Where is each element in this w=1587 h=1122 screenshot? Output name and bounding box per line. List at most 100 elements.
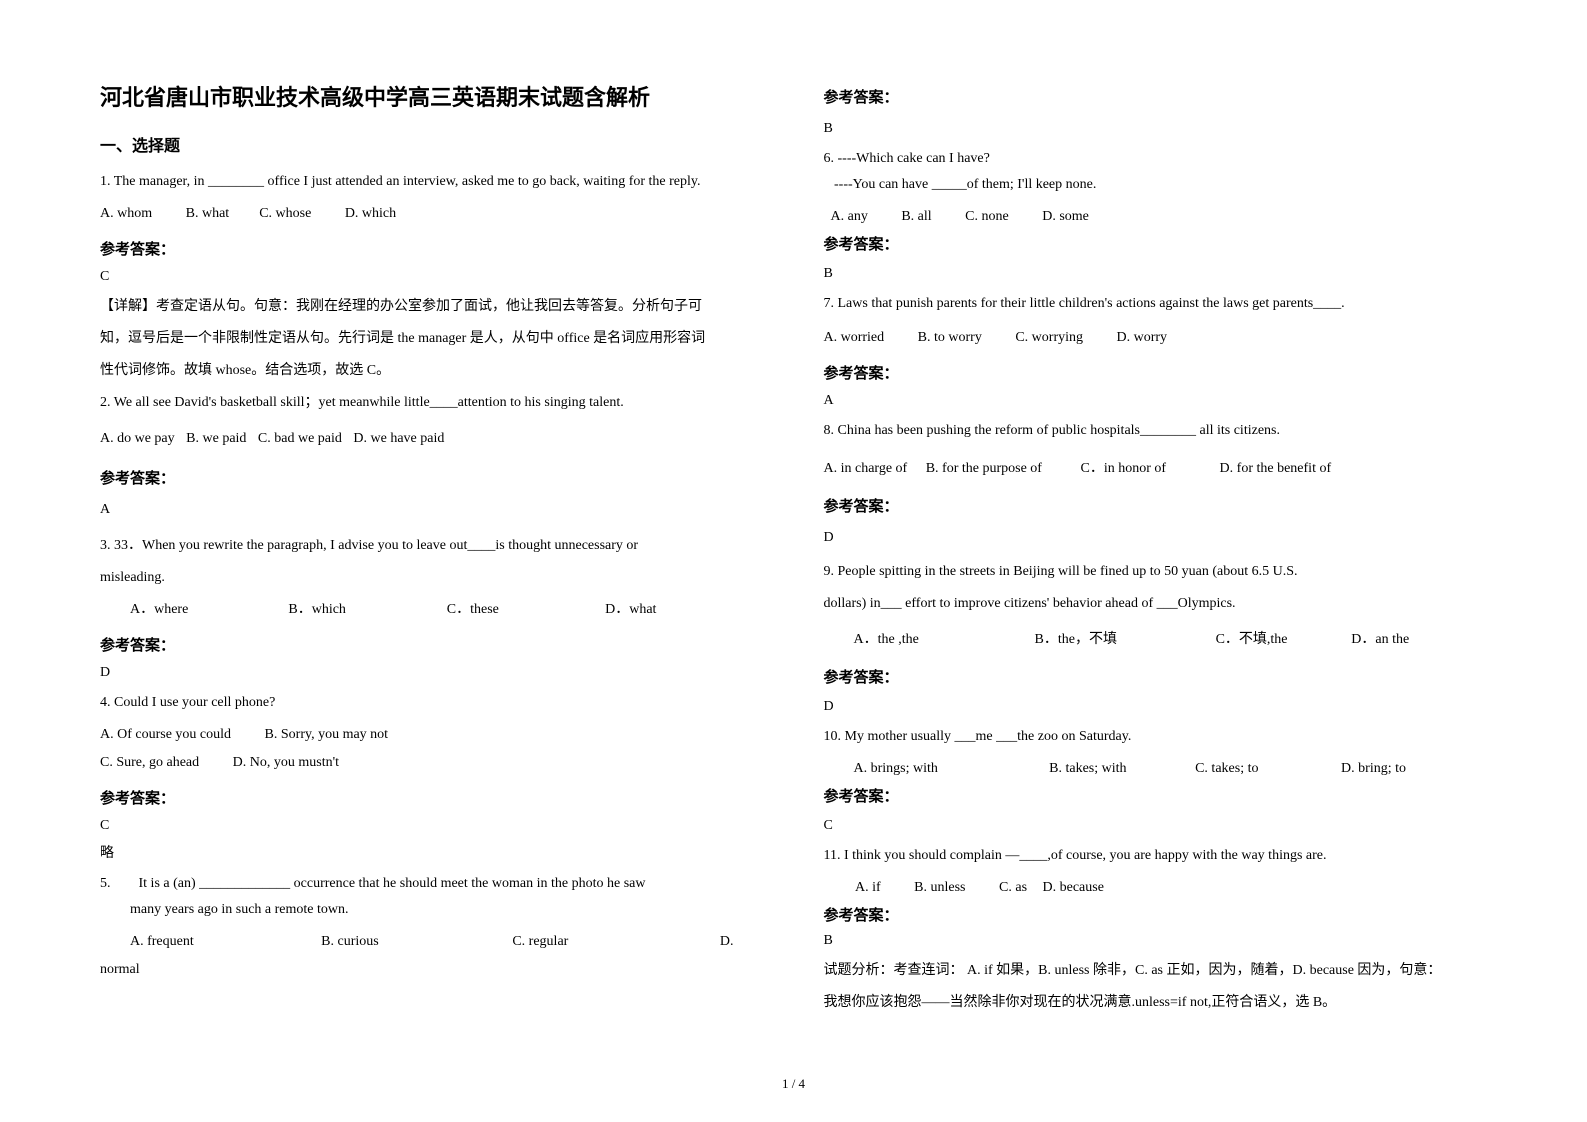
q6-options: A. any B. all C. none D. some [824, 203, 1488, 231]
q1-stem: 1. The manager, in ________ office I jus… [100, 168, 764, 196]
q11-stem: 11. I think you should complain —____,of… [824, 842, 1488, 870]
q2-opt-b: B. we paid [186, 425, 246, 453]
q3-opt-c: C．these [447, 596, 575, 624]
q9-options: A．the ,the B．the，不填 C．不填,the D．an the [824, 626, 1488, 654]
q1-explain-2: 知，逗号后是一个非限制性定语从句。先行词是 the manager 是人，从句中… [100, 325, 764, 353]
q8-options: A. in charge of B. for the purpose of C．… [824, 455, 1488, 483]
q3-opt-a: A．where [130, 596, 258, 624]
q6-answer-label: 参考答案： [824, 233, 1488, 254]
q11-opt-d: D. because [1043, 874, 1104, 902]
q11-explain-1: 试题分析：考查连词： A. if 如果，B. unless 除非，C. as 正… [824, 957, 1488, 985]
q11-explain-2: 我想你应该抱怨——当然除非你对现在的状况满意.unless=if not,正符合… [824, 989, 1488, 1017]
q11-answer-label: 参考答案： [824, 904, 1488, 925]
q2-options: A. do we pay B. we paid C. bad we paid D… [100, 425, 764, 453]
q1-options: A. whom B. what C. whose D. which [100, 200, 764, 228]
q9-answer: D [824, 699, 1488, 715]
q9-opt-b: B．the，不填 [1035, 626, 1186, 654]
q5-answer-label: 参考答案： [824, 86, 1488, 107]
q2-opt-c: C. bad we paid [258, 425, 342, 453]
q7-stem: 7. Laws that punish parents for their li… [824, 290, 1488, 318]
q4-stem: 4. Could I use your cell phone? [100, 689, 764, 717]
q6-stem-2: ----You can have _____of them; I'll keep… [824, 171, 1488, 199]
q8-opt-a: A. in charge of [824, 455, 908, 483]
q10-options: A. brings; with B. takes; with C. takes;… [824, 755, 1488, 783]
q2-answer: A [100, 502, 764, 518]
q4-opt-b: B. Sorry, you may not [265, 721, 389, 749]
q10-opt-d: D. bring; to [1341, 755, 1457, 783]
q2-answer-label: 参考答案： [100, 467, 764, 488]
q1-answer: C [100, 269, 764, 285]
q9-opt-a: A．the ,the [854, 626, 1005, 654]
q5-opt-d-cont: normal [100, 956, 764, 984]
q3-opt-d: D．what [605, 596, 733, 624]
q1-opt-a: A. whom [100, 200, 152, 228]
q3-stem-1: 3. 33．When you rewrite the paragraph, I … [100, 532, 764, 560]
q4-opt-d: D. No, you mustn't [233, 749, 339, 777]
q4-opt-a: A. Of course you could [100, 721, 231, 749]
q5-opt-b: B. curious [321, 928, 482, 956]
q6-opt-a: A. any [831, 203, 868, 231]
q7-answer-label: 参考答案： [824, 362, 1488, 383]
q10-answer-label: 参考答案： [824, 785, 1488, 806]
q8-opt-b: B. for the purpose of [926, 455, 1042, 483]
q8-stem: 8. China has been pushing the reform of … [824, 417, 1488, 445]
q2-stem: 2. We all see David's basketball skill；y… [100, 389, 764, 417]
q3-options: A．where B．which C．these D．what [100, 596, 764, 624]
q1-explain-1: 【详解】考查定语从句。句意：我刚在经理的办公室参加了面试，他让我回去等答复。分析… [100, 293, 764, 321]
left-column: 河北省唐山市职业技术高级中学高三英语期末试题含解析 一、选择题 1. The m… [100, 80, 764, 1021]
right-column: 参考答案： B 6. ----Which cake can I have? --… [824, 80, 1488, 1021]
q5-options: A. frequent B. curious C. regular D. [100, 928, 764, 956]
q8-opt-c: C．in honor of [1080, 455, 1166, 483]
q4-opt-c: C. Sure, go ahead [100, 749, 199, 777]
q6-opt-c: C. none [965, 203, 1009, 231]
q4-options-l2: C. Sure, go ahead D. No, you mustn't [100, 749, 764, 777]
q9-stem-1: 9. People spitting in the streets in Bei… [824, 558, 1488, 586]
q6-opt-d: D. some [1042, 203, 1089, 231]
q9-opt-d: D．an the [1351, 626, 1457, 654]
q9-answer-label: 参考答案： [824, 666, 1488, 687]
q3-answer-label: 参考答案： [100, 634, 764, 655]
q1-opt-c: C. whose [259, 200, 311, 228]
q9-opt-c: C．不填,the [1216, 626, 1322, 654]
q5-stem-2: many years ago in such a remote town. [100, 896, 764, 924]
q7-opt-b: B. to worry [918, 324, 982, 352]
document-title: 河北省唐山市职业技术高级中学高三英语期末试题含解析 [100, 80, 764, 112]
page-container: 河北省唐山市职业技术高级中学高三英语期末试题含解析 一、选择题 1. The m… [0, 0, 1587, 1051]
q10-opt-c: C. takes; to [1195, 755, 1311, 783]
q8-opt-d: D. for the benefit of [1220, 455, 1332, 483]
q8-answer-label: 参考答案： [824, 495, 1488, 516]
q4-answer: C [100, 818, 764, 834]
q6-answer: B [824, 266, 1488, 282]
q4-options-l1: A. Of course you could B. Sorry, you may… [100, 721, 764, 749]
page-footer: 1 / 4 [0, 1076, 1587, 1092]
q3-stem-2: misleading. [100, 564, 764, 592]
q11-opt-c: C. as [999, 874, 1027, 902]
section-heading: 一、选择题 [100, 132, 764, 156]
q10-opt-b: B. takes; with [1049, 755, 1165, 783]
q11-options: A. if B. unless C. as D. because [824, 874, 1488, 902]
q5-stem-1: 5. It is a (an) _____________ occurrence… [100, 870, 764, 898]
q1-opt-d: D. which [345, 200, 396, 228]
q2-opt-d: D. we have paid [353, 425, 444, 453]
q5-opt-c: C. regular [512, 928, 673, 956]
q1-answer-label: 参考答案： [100, 238, 764, 259]
q4-answer-label: 参考答案： [100, 787, 764, 808]
q7-options: A. worried B. to worry C. worrying D. wo… [824, 324, 1488, 352]
q1-explain-3: 性代词修饰。故填 whose。结合选项，故选 C。 [100, 357, 764, 385]
q10-answer: C [824, 818, 1488, 834]
q7-opt-c: C. worrying [1015, 324, 1083, 352]
q7-answer: A [824, 393, 1488, 409]
q11-opt-a: A. if [855, 874, 881, 902]
q3-opt-b: B．which [288, 596, 416, 624]
q1-opt-b: B. what [186, 200, 230, 228]
q3-answer: D [100, 665, 764, 681]
q6-stem-1: 6. ----Which cake can I have? [824, 145, 1488, 173]
q9-stem-2: dollars) in___ effort to improve citizen… [824, 590, 1488, 618]
q5-opt-a: A. frequent [130, 928, 291, 956]
q7-opt-a: A. worried [824, 324, 885, 352]
q11-answer: B [824, 933, 1488, 949]
q7-opt-d: D. worry [1117, 324, 1168, 352]
q10-opt-a: A. brings; with [854, 755, 1020, 783]
q5-answer: B [824, 121, 1488, 137]
q4-note: 略 [100, 842, 764, 862]
